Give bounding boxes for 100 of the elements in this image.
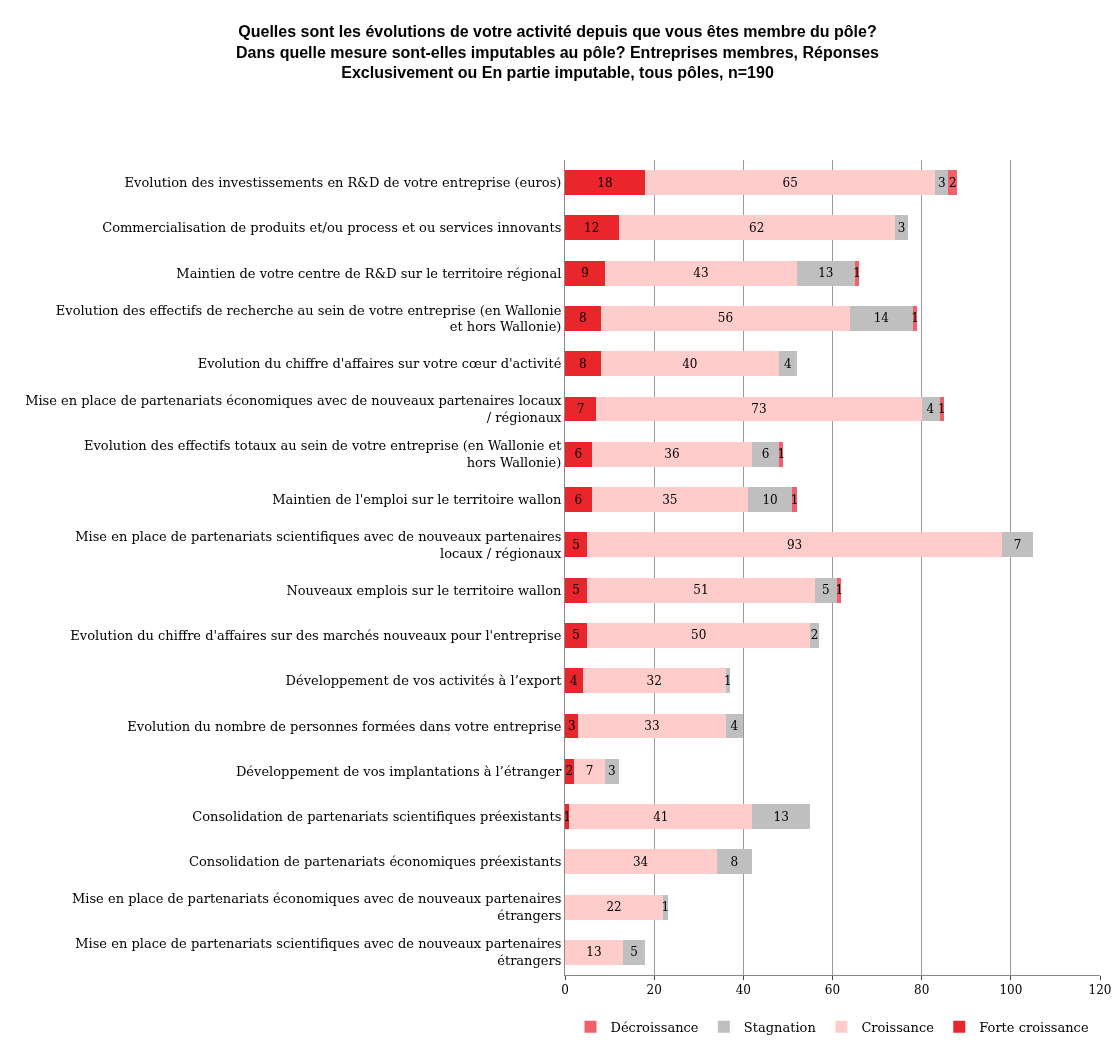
bar — [565, 441, 592, 467]
x-tick-label: 120 — [1088, 983, 1112, 998]
x-tick-label: 20 — [646, 983, 662, 998]
chart-title: Quelles sont les évolutions de votre activité depuis que vous êtes membre du pôle? Dans quelle mesure sont-elles imputables au pôle? Entreprises membres, Réponses Exclusivement ou En partie imputable, tous pôles, n=190 — [236, 22, 880, 82]
y-tick-label: Mise en place de partenariats scientifiques avec de nouveaux partenaires étrangers — [75, 936, 562, 969]
data-label: 40 — [682, 356, 698, 371]
legend-label: Décroissance — [610, 1019, 699, 1035]
bar — [587, 532, 1002, 558]
data-label: 3 — [567, 718, 576, 733]
y-tick-label: Evolution des investissements en R&D de votre entreprise (euros) — [124, 175, 562, 191]
y-tick-label: Evolution du chiffre d'affaires sur des marchés nouveaux pour l'entreprise — [70, 627, 562, 643]
data-label: 62 — [749, 220, 765, 235]
legend-label: Stagnation — [743, 1019, 817, 1035]
x-tick-label: 80 — [914, 983, 930, 998]
data-label: 13 — [818, 266, 834, 281]
data-label: 1 — [723, 673, 732, 688]
bar — [565, 668, 583, 694]
y-tick-label: Mise en place de partenariats économiques avec de nouveaux partenaires étrangers — [71, 891, 562, 924]
y-tick-label: Nouveaux emplois sur le territoire wallon — [286, 582, 563, 598]
data-label: 3 — [937, 175, 946, 190]
data-label: 14 — [873, 311, 890, 326]
y-tick-label: Consolidation de partenariats économiques préexistants — [189, 854, 562, 870]
y-tick-label: Maintien de l'emploi sur le territoire wallon — [272, 492, 563, 508]
data-label: 4 — [926, 402, 935, 417]
data-label: 7 — [576, 402, 585, 417]
bar — [565, 170, 646, 196]
y-tick-label: Evolution des effectifs de recherche au sein de votre entreprise (en Wallonie et hors Wallonie) — [55, 302, 562, 335]
data-label: 2 — [949, 175, 957, 190]
data-label: 5 — [572, 537, 580, 552]
data-label: 41 — [653, 809, 669, 824]
data-label: 2 — [810, 628, 819, 643]
data-label: 13 — [586, 945, 602, 960]
data-label: 56 — [717, 311, 734, 326]
bar — [565, 215, 619, 241]
data-label: 5 — [630, 945, 638, 960]
bar — [565, 396, 597, 422]
data-label: 7 — [1013, 537, 1022, 552]
data-label: 18 — [597, 175, 613, 190]
data-label: 73 — [751, 402, 767, 417]
y-tick-label: Développement de vos implantations à l’étranger — [235, 763, 563, 779]
data-label: 12 — [584, 220, 600, 235]
bar — [622, 939, 646, 965]
data-label: 1 — [777, 447, 786, 462]
data-label: 35 — [662, 492, 678, 507]
y-tick-label: Développement de vos activités à l’export — [285, 673, 563, 689]
bar — [605, 758, 619, 784]
bar — [596, 396, 922, 422]
x-tick-label: 100 — [999, 983, 1023, 998]
bar — [565, 532, 588, 558]
y-tick-label: Consolidation de partenariats scientifiques préexistants — [192, 809, 562, 825]
bar — [573, 758, 606, 784]
y-tick-label: Evolution des effectifs totaux au sein de votre entreprise (en Wallonie et hors Wallonie) — [83, 438, 563, 471]
data-label: 51 — [693, 583, 709, 598]
data-label: 9 — [581, 266, 589, 281]
bar — [587, 577, 815, 603]
data-label: 6 — [574, 492, 583, 507]
bar — [814, 577, 837, 603]
data-label: 22 — [606, 900, 622, 915]
bar — [850, 306, 913, 331]
bar — [565, 939, 623, 965]
data-label: 4 — [783, 356, 792, 371]
bar — [1001, 532, 1034, 558]
bar — [578, 713, 726, 739]
data-label: 1 — [853, 266, 861, 281]
bar — [716, 849, 753, 875]
bar — [582, 668, 726, 694]
data-label: 8 — [730, 854, 739, 869]
data-label: 1 — [937, 402, 946, 417]
bar — [747, 487, 793, 513]
x-tick-label: 60 — [824, 983, 841, 998]
bar — [796, 260, 855, 286]
bar — [565, 306, 601, 331]
y-tick-label: Maintien de votre centre de R&D sur le territoire régional — [176, 265, 562, 281]
data-label: 1 — [661, 900, 670, 915]
data-label: 1 — [835, 583, 844, 598]
y-tick-label: Mise en place de partenariats économiques avec de nouveaux partenaires locaux / régionaux — [25, 393, 563, 426]
bar — [605, 260, 797, 286]
bar — [565, 351, 601, 377]
bar — [565, 260, 606, 286]
legend-label: Forte croissance — [979, 1019, 1089, 1035]
data-label: 8 — [579, 356, 587, 371]
x-tick-label: 0 — [561, 983, 569, 998]
data-label: 93 — [786, 537, 803, 552]
bar — [752, 441, 779, 467]
bar — [569, 804, 753, 829]
data-label: 36 — [664, 447, 680, 462]
bar — [565, 487, 592, 513]
data-label: 2 — [565, 764, 574, 779]
data-label: 50 — [691, 628, 707, 643]
data-label: 4 — [730, 718, 739, 733]
bar — [600, 306, 851, 331]
data-label: 5 — [572, 583, 580, 598]
y-tick-label: Evolution du chiffre d'affaires sur votre cœur d'activité — [197, 356, 562, 372]
data-label: 1 — [563, 809, 572, 824]
data-label: 3 — [607, 764, 616, 779]
y-tick-label: Evolution du nombre de personnes formées dans votre entreprise — [127, 718, 562, 734]
bar — [779, 351, 797, 377]
x-tick-label: 40 — [735, 983, 751, 998]
data-label: 8 — [579, 311, 587, 326]
data-label: 34 — [632, 854, 649, 869]
